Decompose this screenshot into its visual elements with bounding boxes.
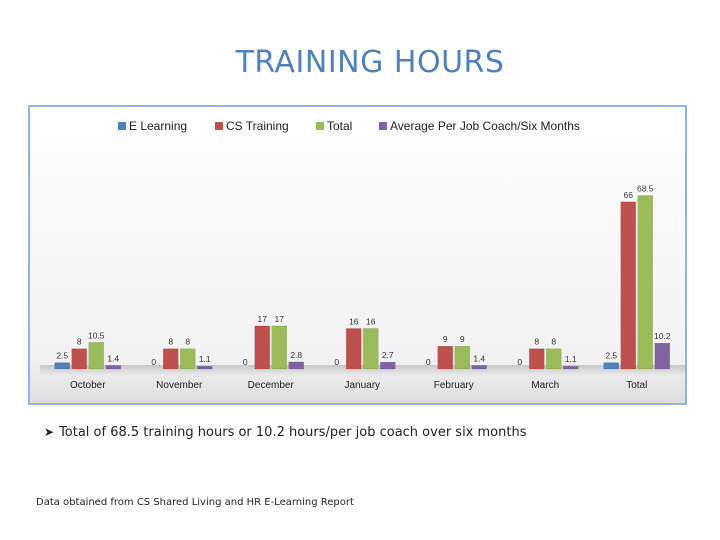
bar-chart: E Learning CS Training Total Average Per Jo…: [30, 107, 685, 403]
chart-container: E Learning CS Training Total Average Per Jo…: [28, 105, 687, 405]
x-tick-january: January: [344, 380, 380, 391]
x-tick-november: November: [156, 380, 203, 391]
data-label-total-december: 17: [275, 314, 285, 324]
legend-swatch-cs-training: [215, 122, 223, 130]
x-tick-march: March: [531, 380, 559, 391]
bar-cs-training-january: [345, 328, 362, 370]
data-label-cs-training-october: 8: [77, 337, 82, 347]
bar-total-january: [362, 328, 379, 370]
legend-swatch-average-per-job-coach-six-months: [379, 122, 387, 130]
legend-swatch-total: [316, 122, 324, 130]
data-label-e-learning-january: 0: [334, 357, 339, 367]
bar-total-total: [637, 195, 654, 370]
bar-average-per-job-coach-six-months-march: [562, 365, 579, 370]
chart-legend: E Learning CS Training Total Average Per Jo…: [118, 119, 580, 133]
data-label-average-per-job-coach-six-months-october: 1.4: [107, 353, 119, 363]
bar-cs-training-december: [254, 325, 271, 370]
data-label-cs-training-march: 8: [534, 337, 539, 347]
bar-cs-training-october: [71, 348, 88, 370]
data-label-e-learning-march: 0: [517, 357, 522, 367]
x-tick-october: October: [70, 380, 106, 391]
data-label-e-learning-november: 0: [151, 357, 156, 367]
data-label-average-per-job-coach-six-months-february: 1.4: [473, 353, 485, 363]
legend-swatch-e-learning: [118, 122, 126, 130]
summary-bullet: ➤ Total of 68.5 training hours or 10.2 ho…: [44, 425, 526, 440]
data-label-total-february: 9: [460, 334, 465, 344]
summary-text: Total of 68.5 training hours or 10.2 hou…: [59, 425, 527, 440]
bar-cs-training-total: [620, 201, 637, 370]
bar-average-per-job-coach-six-months-february: [471, 365, 488, 370]
bar-average-per-job-coach-six-months-january: [379, 361, 396, 370]
bar-total-february: [454, 345, 471, 370]
data-label-average-per-job-coach-six-months-march: 1.1: [565, 354, 577, 364]
bar-cs-training-march: [528, 348, 545, 370]
value-labels-group: 2.5 8 10.5 1.4 0 8 8 1.1 0 17 17 2.8 0 16 16 2.7 0 9 9 1.4 0…: [56, 183, 670, 367]
bar-total-october: [88, 342, 105, 370]
x-tick-december: December: [248, 380, 295, 391]
data-label-cs-training-november: 8: [168, 337, 173, 347]
data-label-average-per-job-coach-six-months-december: 2.8: [290, 350, 302, 360]
data-label-e-learning-february: 0: [426, 357, 431, 367]
legend-label-e-learning: E Learning: [129, 119, 187, 133]
data-label-cs-training-total: 66: [624, 190, 634, 200]
x-tick-total: Total: [626, 380, 647, 391]
bar-total-december: [271, 325, 288, 370]
data-label-total-october: 10.5: [88, 330, 105, 340]
data-label-cs-training-february: 9: [443, 334, 448, 344]
data-label-total-march: 8: [551, 337, 556, 347]
legend-label-total: Total: [327, 119, 352, 133]
x-tick-february: February: [434, 380, 474, 391]
legend-label-cs-training: CS Training: [226, 119, 289, 133]
data-label-cs-training-december: 17: [258, 314, 268, 324]
bar-total-november: [179, 348, 196, 370]
data-label-average-per-job-coach-six-months-january: 2.7: [382, 350, 394, 360]
source-footnote: Data obtained from CS Shared Living and …: [36, 497, 354, 508]
bars-group: [54, 195, 671, 370]
data-label-cs-training-january: 16: [349, 316, 359, 326]
bar-cs-training-november: [162, 348, 179, 370]
data-label-e-learning-total: 2.5: [605, 351, 617, 361]
x-tick-labels-group: October November December January February Ma…: [70, 380, 647, 391]
bar-average-per-job-coach-six-months-total: [654, 342, 671, 370]
bar-cs-training-february: [437, 345, 454, 370]
data-label-total-january: 16: [366, 316, 376, 326]
slide-title: TRAINING HOURS: [235, 45, 505, 80]
data-label-average-per-job-coach-six-months-november: 1.1: [199, 354, 211, 364]
data-label-average-per-job-coach-six-months-total: 10.2: [654, 331, 671, 341]
bar-average-per-job-coach-six-months-november: [196, 365, 213, 370]
data-label-e-learning-october: 2.5: [56, 351, 68, 361]
data-label-total-november: 8: [185, 337, 190, 347]
data-label-total-total: 68.5: [637, 183, 654, 193]
data-label-e-learning-december: 0: [243, 357, 248, 367]
bar-average-per-job-coach-six-months-december: [288, 361, 305, 370]
bar-total-march: [545, 348, 562, 370]
bar-average-per-job-coach-six-months-october: [105, 365, 122, 370]
legend-label-average-per-job-coach-six-months: Average Per Job Coach/Six Months: [390, 119, 580, 133]
chart-floor: [40, 365, 685, 375]
bar-e-learning-total: [603, 362, 620, 370]
arrow-bullet-icon: ➤: [44, 425, 55, 439]
bar-e-learning-october: [54, 362, 71, 370]
